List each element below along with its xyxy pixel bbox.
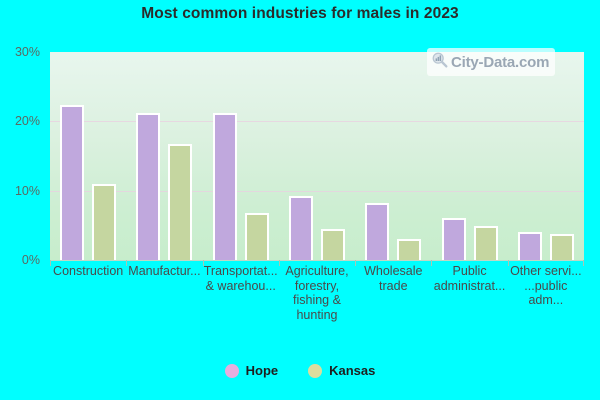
bar-group [203,52,279,260]
y-axis-labels: 30% 20% 10% 0% [0,45,44,267]
chart-title: Most common industries for males in 2023 [141,5,459,22]
x-axis-label: Public administrat... [433,264,506,293]
bar-kansas[interactable] [320,228,345,260]
x-axis-tick [431,260,433,266]
bar-kansas[interactable] [397,239,422,260]
bar-kansas[interactable] [549,233,574,260]
bar-hope[interactable] [136,113,161,260]
y-axis-tick-label: 0% [21,253,40,267]
bar-hope[interactable] [288,196,313,260]
bar-group [50,52,126,260]
bars-layer [50,52,584,260]
bar-kansas[interactable] [244,212,269,260]
x-axis-tick [126,260,128,266]
bar-group [279,52,355,260]
bar-group [508,52,584,260]
gridline-20 [50,121,584,123]
x-axis-tick [278,260,280,266]
y-axis-tick-label: 10% [14,183,40,198]
bar-group [431,52,507,260]
x-axis-label: Manufactur... [128,264,201,278]
bar-kansas[interactable] [168,143,193,260]
chart-legend: Hope Kansas [0,363,600,378]
x-axis-tick [355,260,357,266]
x-axis-label: Transportat... & warehou... [203,264,278,293]
x-axis-label: Agriculture, forestry, fishing & hunting [285,264,349,322]
x-axis-tick [202,260,204,266]
bar-kansas[interactable] [473,226,498,260]
legend-swatch [308,363,323,378]
legend-swatch [224,363,239,378]
x-axis-label: Wholesale trade [364,264,423,293]
x-axis-line [50,260,584,261]
legend-label: Kansas [329,363,376,378]
bar-hope[interactable] [441,218,466,260]
watermark: City-Data.com [427,48,556,76]
legend-label: Hope [245,363,279,378]
watermark-text: City-Data.com [451,53,550,71]
x-axis-label: Construction [53,264,124,278]
x-axis-tick [507,260,509,266]
bar-hope[interactable] [60,105,85,260]
bar-hope[interactable] [365,203,390,260]
x-axis-tick [583,260,584,266]
y-axis-tick-label: 30% [14,45,40,59]
bar-group [355,52,431,260]
bar-group [126,52,202,260]
legend-item-hope[interactable]: Hope [224,363,279,378]
bar-kansas[interactable] [92,184,117,260]
x-axis-ticks [50,260,584,266]
bar-hope[interactable] [517,231,542,260]
x-axis-tick [50,260,51,266]
legend-item-kansas[interactable]: Kansas [308,363,375,378]
x-axis-label: Other servi... ...public adm... [510,264,582,307]
magnifier-barchart-icon [431,51,448,73]
gridline-10 [50,190,584,192]
x-axis-labels: Construction Manufactur... Transportat... … [50,264,584,344]
bar-hope[interactable] [212,113,237,260]
y-axis-tick-label: 20% [14,114,40,129]
